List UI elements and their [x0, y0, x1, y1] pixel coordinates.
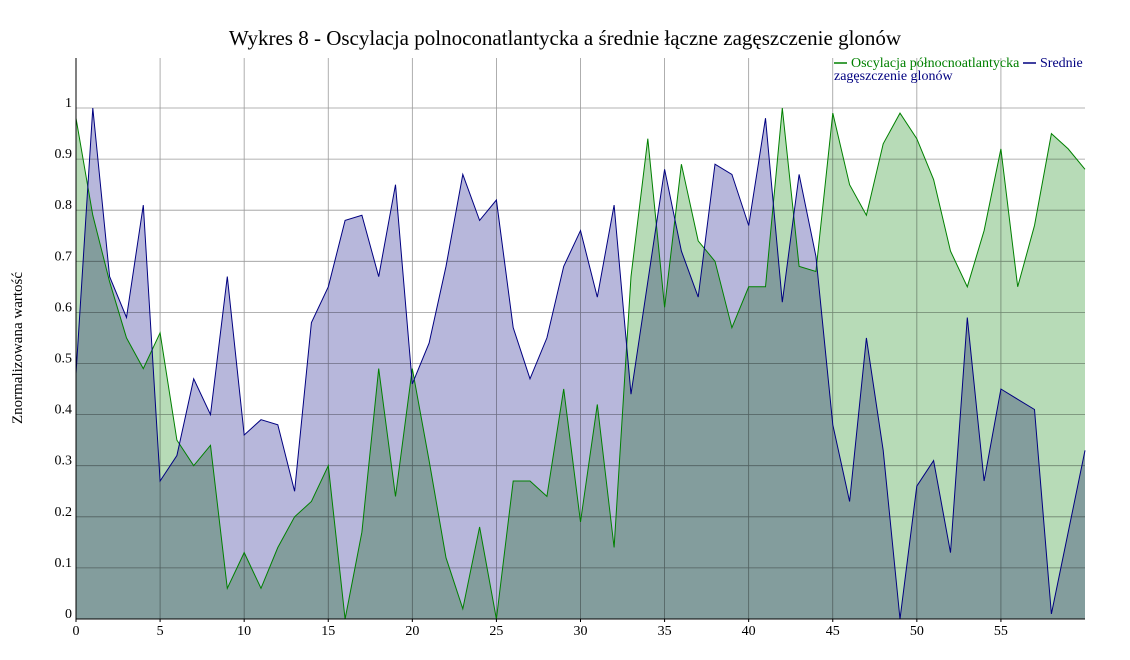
series-line-0 — [75, 107, 1086, 620]
x-tick-label-2: 10 — [237, 624, 251, 639]
y-tick-label-4: 0.4 — [55, 403, 73, 418]
legend: Oscylacja północnoatlantycka Srednie zagęs… — [834, 56, 1083, 84]
series-line-1 — [75, 107, 1086, 620]
chart-title: Wykres 8 - Oscylacja polnoconatlantycka … — [228, 26, 902, 50]
x-tick-label-9: 45 — [826, 624, 840, 639]
x-tick-label-3: 15 — [321, 624, 335, 639]
y-axis-title: Znormalizowana wartość — [10, 272, 26, 424]
y-tick-label-8: 0.8 — [55, 198, 73, 213]
y-tick-label-6: 0.6 — [55, 300, 73, 315]
x-tick-label-6: 30 — [574, 624, 588, 639]
x-tick-label-11: 55 — [994, 624, 1008, 639]
legend-label-0: Oscylacja północnoatlantycka — [851, 56, 1020, 71]
x-tick-label-8: 40 — [742, 624, 756, 639]
y-tick-label-3: 0.3 — [55, 454, 73, 469]
y-tick-label-2: 0.2 — [55, 505, 73, 520]
y-tick-label-5: 0.5 — [55, 352, 73, 367]
y-tick-label-7: 0.7 — [55, 249, 73, 264]
y-tick-label-9: 0.9 — [55, 147, 73, 162]
y-tick-label-1: 0.1 — [55, 556, 73, 571]
y-tick-label-0: 0 — [65, 607, 72, 622]
series-areas — [75, 107, 1086, 620]
x-tick-label-7: 35 — [658, 624, 672, 639]
x-tick-label-10: 50 — [910, 624, 924, 639]
x-tick-label-1: 5 — [157, 624, 164, 639]
legend-label-1: Srednie zagęszczenie glonów — [834, 56, 1083, 84]
series-area-1 — [76, 108, 1085, 619]
x-tick-label-4: 20 — [405, 624, 419, 639]
x-tick-label-0: 0 — [73, 624, 80, 639]
x-tick-label-5: 25 — [489, 624, 503, 639]
y-tick-label-10: 1 — [65, 96, 72, 111]
tick-labels: 00.10.20.30.40.50.60.70.80.910 5 10 15 20 25 3… — [55, 96, 1008, 639]
